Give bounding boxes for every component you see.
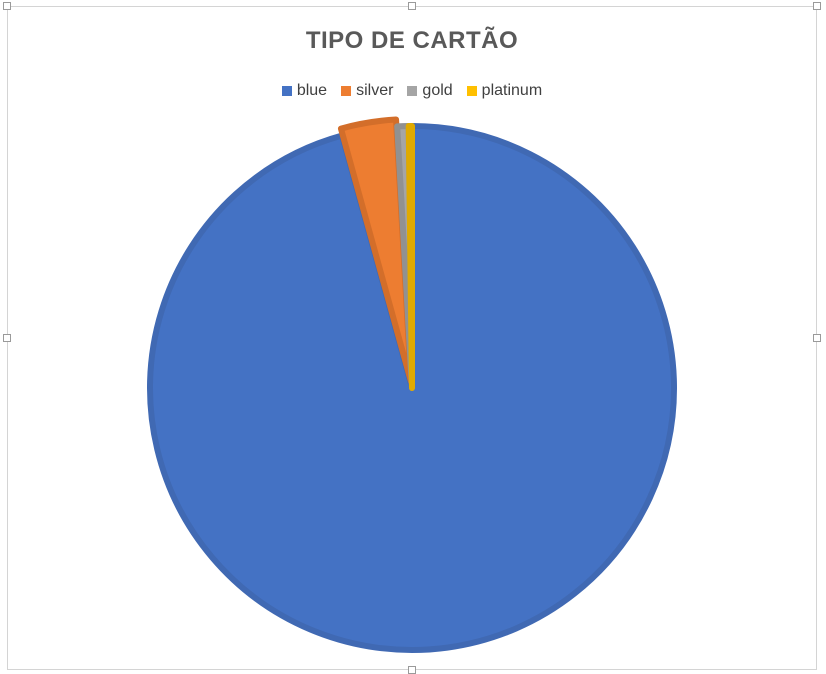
resize-handle-top-right[interactable]	[813, 2, 821, 10]
resize-handle-top[interactable]	[408, 2, 416, 10]
resize-handle-right[interactable]	[813, 334, 821, 342]
resize-handle-left[interactable]	[3, 334, 11, 342]
resize-handle-bottom[interactable]	[408, 666, 416, 674]
pie-slice-platinum[interactable]	[409, 126, 412, 388]
resize-handle-top-left[interactable]	[3, 2, 11, 10]
